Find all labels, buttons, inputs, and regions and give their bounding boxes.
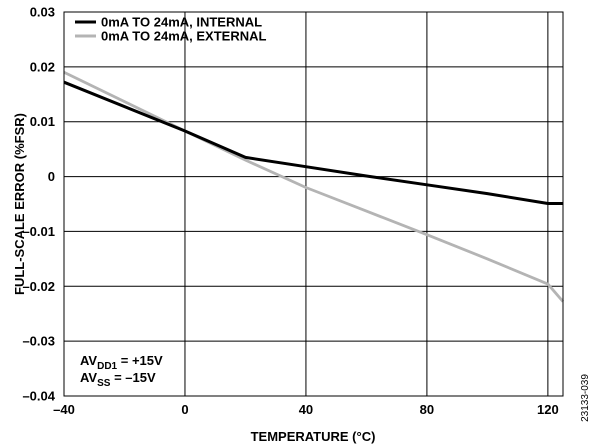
annotation-avss-main: AV [80,370,97,385]
y-axis-label: FULL-SCALE ERROR (%FSR) [12,113,27,295]
annotation-avss-value: = –15V [110,370,156,385]
x-tick-label: 40 [299,402,313,417]
annotation-avss-sub: SS [97,378,111,389]
x-tick-label: 80 [420,402,434,417]
series-line-0 [63,80,563,205]
y-tick-label: 0.03 [30,5,55,20]
legend-label-0: 0mA TO 24mA, INTERNAL [101,15,262,30]
x-axis-label: TEMPERATURE (°C) [251,429,376,444]
annotation-avdd1-value: = +15V [117,353,163,368]
x-tick-label: 0 [181,402,188,417]
legend-label-1: 0mA TO 24mA, EXTERNAL [101,29,266,44]
annotation-avdd1: AVDD1 = +15V [80,353,163,372]
annotation-avdd1-sub: DD1 [97,361,117,372]
svg-text:AVSS = –15V: AVSS = –15V [80,370,156,389]
y-tick-labels: 0.03 0.02 0.01 0 –0.01 –0.02 –0.03 –0.04 [22,5,55,404]
y-tick-label: –0.01 [22,224,55,239]
y-tick-label: 0 [48,169,55,184]
series-layer [63,71,565,303]
x-tick-label: –40 [53,402,75,417]
plot-background [64,12,563,396]
annotation-avss: AVSS = –15V [80,370,156,389]
svg-text:AVDD1 = +15V: AVDD1 = +15V [80,353,163,372]
y-tick-label: –0.04 [22,389,55,404]
annotation-avdd1-main: AV [80,353,97,368]
figure-id: 23133-039 [580,374,591,422]
plot-frame [63,11,564,397]
y-tick-label: –0.03 [22,334,55,349]
y-tick-label: 0.01 [30,114,55,129]
x-tick-labels: –40 0 40 80 120 [53,402,559,417]
y-tick-label: –0.02 [22,279,55,294]
x-tick-label: 120 [537,402,559,417]
y-tick-label: 0.02 [30,59,55,74]
